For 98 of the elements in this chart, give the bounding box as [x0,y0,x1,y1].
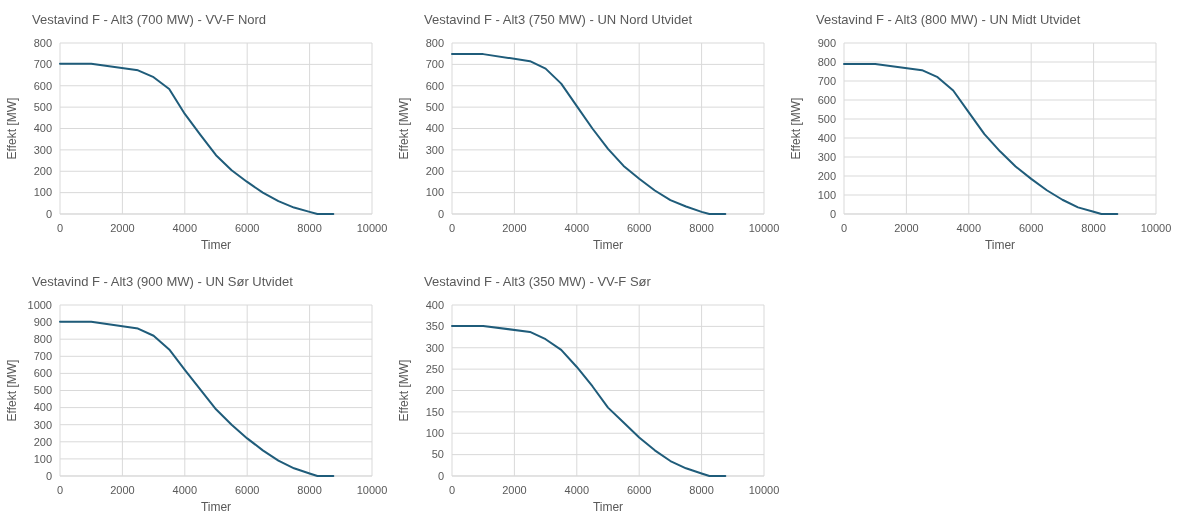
x-tick-label: 2000 [894,222,919,234]
chart-title: Vestavind F - Alt3 (350 MW) - VV-F Sør [424,274,652,289]
x-tick-label: 10000 [748,484,780,496]
x-tick-label: 10000 [748,222,780,234]
y-tick-label: 300 [425,341,444,354]
y-tick-label: 100 [33,452,52,465]
x-tick-label: 2000 [110,484,135,496]
y-tick-label: 400 [425,298,444,311]
chart-title: Vestavind F - Alt3 (700 MW) - VV-F Nord [32,12,267,27]
x-axis-title: Timer [200,500,232,514]
y-tick-label: 500 [425,100,444,113]
y-tick-label: 300 [33,143,52,156]
chart-title: Vestavind F - Alt3 (800 MW) - UN Midt Utvidet [816,12,1081,27]
y-tick-label: 500 [817,112,836,125]
y-tick-label: 150 [425,405,444,418]
x-tick-label: 4000 [172,484,198,496]
y-tick-label: 0 [437,469,444,482]
x-axis-title: Timer [984,238,1016,252]
y-tick-label: 100 [33,186,52,199]
x-tick-label: 4000 [956,222,982,234]
y-tick-label: 700 [425,58,444,71]
y-tick-label: 0 [829,207,836,220]
x-tick-label: 6000 [234,484,260,496]
y-tick-label: 600 [33,79,52,92]
x-tick-label: 0 [448,484,456,496]
y-tick-label: 700 [33,58,52,71]
y-axis-title: Effekt [MW] [397,97,411,160]
y-tick-label: 900 [817,36,836,49]
x-tick-label: 2000 [502,484,527,496]
y-tick-label: 600 [33,367,52,380]
y-tick-label: 700 [33,350,52,363]
y-tick-label: 350 [425,320,444,333]
line-series [451,53,727,215]
y-tick-label: 800 [33,36,52,49]
x-tick-label: 6000 [234,222,260,234]
line-series [59,320,335,477]
x-tick-label: 10000 [1140,222,1172,234]
x-tick-label: 2000 [110,222,135,234]
y-tick-label: 400 [817,131,836,144]
x-tick-label: 0 [56,222,64,234]
x-tick-label: 0 [448,222,456,234]
y-tick-label: 300 [817,150,836,163]
x-tick-label: 8000 [1081,222,1106,234]
line-series [451,324,727,477]
y-tick-label: 200 [817,169,836,182]
x-tick-label: 8000 [689,222,714,234]
y-tick-label: 100 [425,427,444,440]
y-tick-label: 300 [425,143,444,156]
y-tick-label: 200 [33,435,52,448]
y-tick-label: 600 [817,93,836,106]
x-tick-label: 4000 [564,484,590,496]
y-tick-label: 0 [437,207,444,220]
y-axis-title: Effekt [MW] [397,359,411,422]
x-tick-label: 0 [840,222,848,234]
x-tick-label: 4000 [564,222,590,234]
y-tick-label: 800 [33,333,52,346]
x-tick-label: 6000 [1018,222,1044,234]
x-tick-label: 10000 [356,484,388,496]
x-tick-label: 6000 [626,222,652,234]
line-series [843,62,1119,215]
y-tick-label: 300 [33,418,52,431]
y-axis-title: Effekt [MW] [5,97,19,160]
x-tick-label: 6000 [626,484,652,496]
y-tick-label: 900 [33,315,52,328]
chart-title: Vestavind F - Alt3 (900 MW) - UN Sør Utvidet [32,274,294,289]
y-tick-label: 500 [33,384,52,397]
y-tick-label: 0 [45,469,52,482]
y-axis-title: Effekt [MW] [5,359,19,422]
y-tick-label: 0 [45,207,52,220]
y-tick-label: 600 [425,79,444,92]
y-tick-label: 100 [817,188,836,201]
y-tick-label: 200 [33,165,52,178]
y-tick-label: 100 [425,186,444,199]
x-axis-title: Timer [200,238,232,252]
y-tick-label: 400 [425,122,444,135]
y-tick-label: 400 [33,401,52,414]
x-tick-label: 0 [56,484,64,496]
y-tick-label: 200 [425,165,444,178]
x-tick-label: 2000 [502,222,527,234]
x-tick-label: 8000 [297,484,322,496]
y-tick-label: 1000 [27,298,52,311]
y-tick-label: 200 [425,384,444,397]
x-tick-label: 10000 [356,222,388,234]
y-tick-label: 700 [817,74,836,87]
line-series [59,62,335,215]
y-tick-label: 250 [425,362,444,375]
x-tick-label: 4000 [172,222,198,234]
y-tick-label: 50 [431,448,444,461]
y-axis-title: Effekt [MW] [789,97,803,160]
y-tick-label: 400 [33,122,52,135]
y-tick-label: 500 [33,100,52,113]
chart-title: Vestavind F - Alt3 (750 MW) - UN Nord Utvidet [424,12,693,27]
x-axis-title: Timer [592,500,624,514]
y-tick-label: 800 [425,36,444,49]
x-axis-title: Timer [592,238,624,252]
x-tick-label: 8000 [689,484,714,496]
x-tick-label: 8000 [297,222,322,234]
y-tick-label: 800 [817,55,836,68]
